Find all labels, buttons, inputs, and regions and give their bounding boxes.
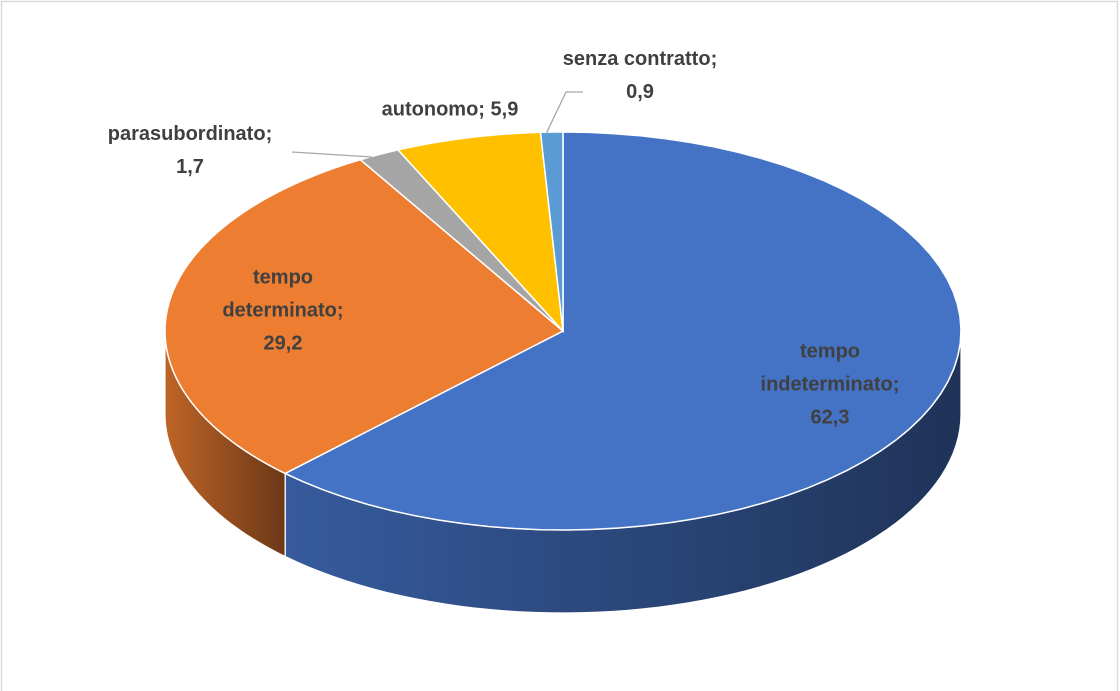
leader-line [291,151,373,158]
label-text: parasubordinato [107,123,266,145]
label-text: ; [265,123,273,145]
data-label: parasubordinato; 1,7 [80,118,300,184]
value-label: 62,3 [810,406,850,429]
pie-slice [396,131,565,334]
data-label: autonomo; 5,9 [320,94,580,127]
pie-slice [164,158,565,475]
value-label: 1,7 [176,156,204,178]
value-label: 5,9 [490,98,519,121]
label-text: ; [478,98,485,121]
pie-slice [358,149,564,332]
label-text: ; [336,299,344,322]
data-label: tempo indeterminato; 62,3 [730,336,930,435]
pie-tops [164,131,962,531]
leader-line [545,91,583,135]
label-text: tempo determinato [222,266,337,322]
label-text: ; [710,48,718,70]
data-label: tempo determinato; 29,2 [198,262,368,361]
label-text: ; [892,373,900,396]
value-label: 29,2 [263,332,303,355]
label-text: senza contratto [562,48,711,70]
value-label: 0,9 [626,81,654,103]
pie-slice [539,131,564,332]
label-text: autonomo [381,98,479,121]
label-text: tempo indeterminato [760,340,893,396]
pie-slice [283,131,962,531]
data-label: senza contratto; 0,9 [525,43,755,109]
